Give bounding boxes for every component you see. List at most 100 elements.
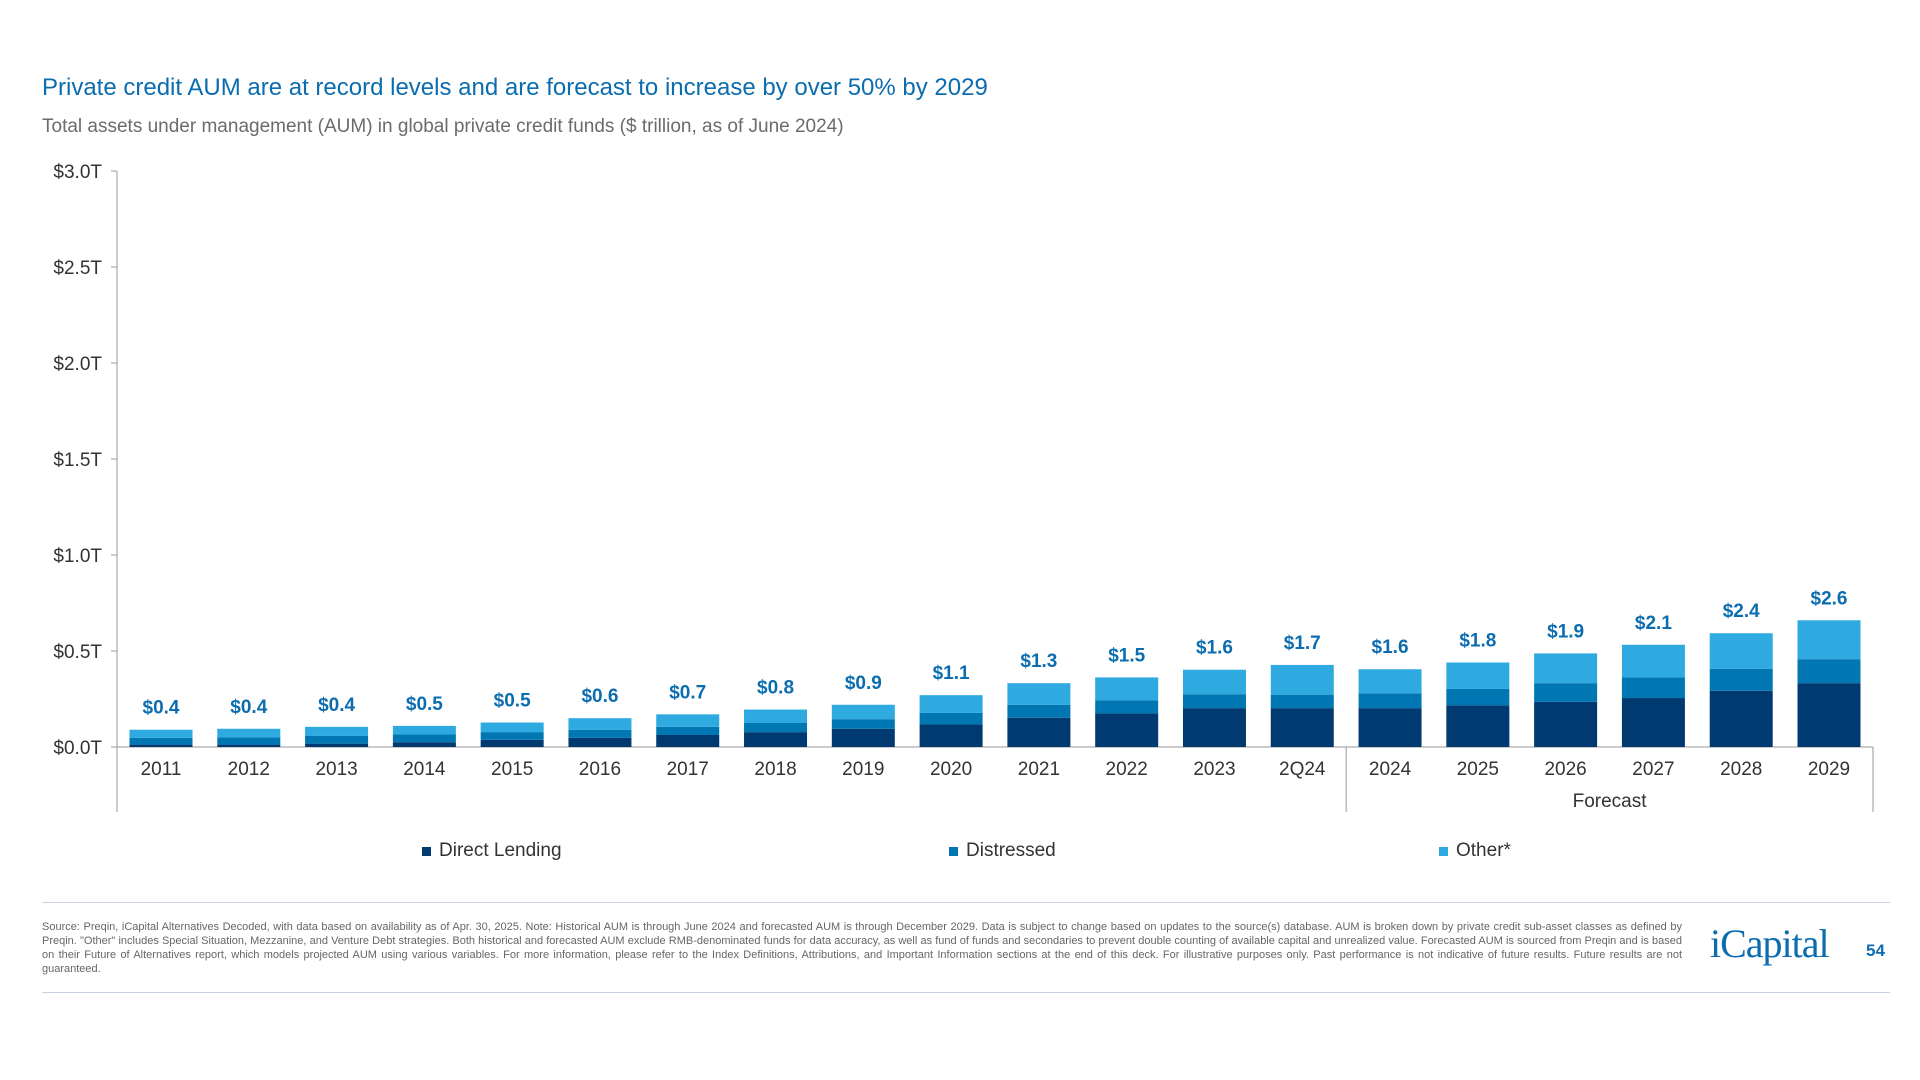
bar-segment-direct-lending xyxy=(1534,701,1598,747)
icapital-logo: iCapital xyxy=(1710,921,1830,966)
x-tick-label: 2020 xyxy=(930,759,972,780)
bar-segment-other xyxy=(1358,669,1422,694)
x-tick-label: 2Q24 xyxy=(1279,759,1326,780)
x-tick-label: 2014 xyxy=(403,759,446,780)
data-label: $0.9 xyxy=(845,673,882,694)
bar-segment-other xyxy=(919,695,983,713)
bar-segment-direct-lending xyxy=(1095,713,1159,747)
bar-segment-direct-lending xyxy=(217,744,281,747)
bar-segment-direct-lending xyxy=(1446,705,1510,747)
bar-segment-distressed xyxy=(1797,659,1861,684)
data-label: $0.4 xyxy=(230,697,267,718)
x-tick-label: 2026 xyxy=(1544,759,1586,780)
x-tick-label: 2018 xyxy=(754,759,796,780)
x-tick-label: 2025 xyxy=(1457,759,1499,780)
bar-segment-direct-lending xyxy=(392,742,456,747)
bar-segment-distressed xyxy=(305,735,369,744)
page-number: 54 xyxy=(1866,941,1885,960)
bar-segment-direct-lending xyxy=(1270,708,1334,747)
bar-segment-direct-lending xyxy=(1007,717,1071,747)
data-label: $1.5 xyxy=(1108,645,1145,666)
x-tick-label: 2011 xyxy=(141,759,182,780)
y-tick-label: $0.5T xyxy=(53,642,102,663)
bar-segment-direct-lending xyxy=(129,744,193,747)
bar-segment-distressed xyxy=(1007,704,1071,718)
data-label: $1.1 xyxy=(933,663,970,684)
bar-segment-direct-lending xyxy=(831,728,895,747)
y-tick-label: $1.0T xyxy=(53,546,102,567)
data-label: $2.4 xyxy=(1723,601,1760,622)
bar-segment-other xyxy=(480,722,544,733)
stacked-bar-chart: $0.0T $0.5T $1.0T $1.5T $2.0T $2.5T $3.0T $0.4 2… xyxy=(53,162,1874,812)
y-tick-label: $3.0T xyxy=(53,162,102,183)
legend-swatch xyxy=(422,846,431,856)
bar-segment-other xyxy=(568,718,632,730)
bar-segment-other xyxy=(831,704,895,720)
bar-segment-other xyxy=(1446,662,1510,689)
x-tick-label: 2019 xyxy=(842,759,884,780)
x-tick-label: 2013 xyxy=(315,759,357,780)
legend-label: Other* xyxy=(1456,840,1511,861)
data-label: $0.4 xyxy=(143,698,180,719)
data-label: $1.6 xyxy=(1196,638,1233,659)
data-label: $1.9 xyxy=(1547,621,1584,642)
bar-segment-distressed xyxy=(1095,700,1159,714)
bar-segment-distressed xyxy=(1709,668,1773,691)
data-label: $2.6 xyxy=(1811,588,1848,609)
x-tick-label: 2015 xyxy=(491,759,533,780)
bar-segment-distressed xyxy=(129,737,193,745)
legend: Direct Lending Distressed Other* xyxy=(0,840,1920,864)
footnote: Source: Preqin, iCapital Alternatives De… xyxy=(42,921,1682,975)
bar-segment-direct-lending xyxy=(744,732,808,747)
bar-segment-other xyxy=(392,725,456,735)
x-tick-label: 2024 xyxy=(1369,759,1412,780)
bar-segment-other xyxy=(129,729,193,738)
bar-segment-distressed xyxy=(568,729,632,738)
legend-item-other: Other* xyxy=(1439,840,1511,862)
bar-segment-other xyxy=(1709,633,1773,669)
x-tick-label: 2027 xyxy=(1632,759,1674,780)
bar-segment-distressed xyxy=(1358,693,1422,709)
bar-segment-other xyxy=(1007,683,1071,705)
bar-segment-other xyxy=(305,726,369,736)
bar-segment-distressed xyxy=(1270,694,1334,709)
bar-segment-distressed xyxy=(1621,677,1685,699)
legend-swatch xyxy=(949,846,958,856)
legend-label: Direct Lending xyxy=(439,840,562,861)
bar-segment-direct-lending xyxy=(1709,690,1773,747)
bar-segment-other xyxy=(1797,620,1861,660)
data-label: $0.7 xyxy=(669,682,706,703)
data-label: $1.6 xyxy=(1372,637,1409,658)
data-label: $0.4 xyxy=(318,695,355,716)
bar-segment-distressed xyxy=(217,737,281,745)
bar-segment-direct-lending xyxy=(305,743,369,747)
forecast-label: Forecast xyxy=(1573,791,1648,812)
x-tick-label: 2016 xyxy=(579,759,621,780)
bar-segment-distressed xyxy=(480,732,544,740)
bar-segment-direct-lending xyxy=(1358,708,1422,747)
legend-label: Distressed xyxy=(966,840,1056,861)
data-label: $1.3 xyxy=(1020,651,1057,672)
bar-segment-other xyxy=(1621,644,1685,678)
bar-segment-distressed xyxy=(1182,694,1246,709)
bar-segment-direct-lending xyxy=(1182,708,1246,747)
legend-swatch xyxy=(1439,846,1448,856)
data-label: $0.5 xyxy=(406,694,443,715)
x-tick-label: 2017 xyxy=(667,759,709,780)
bar-segment-other xyxy=(1095,677,1159,701)
bar-segment-other xyxy=(1534,653,1598,684)
bar-segment-direct-lending xyxy=(1797,683,1861,747)
bar-segment-direct-lending xyxy=(656,735,720,747)
data-label: $0.6 xyxy=(581,686,618,707)
y-tick-label: $2.5T xyxy=(53,258,102,279)
x-tick-label: 2012 xyxy=(228,759,270,780)
bar-segment-other xyxy=(1270,664,1334,695)
bar-segment-distressed xyxy=(1534,683,1598,702)
data-label: $1.8 xyxy=(1459,631,1496,652)
bar-segment-direct-lending xyxy=(1621,698,1685,747)
bar-segment-other xyxy=(656,714,720,727)
bar-segment-distressed xyxy=(744,723,808,733)
legend-item-direct-lending: Direct Lending xyxy=(422,840,562,862)
chart-title: Private credit AUM are at record levels … xyxy=(42,74,988,101)
x-tick-label: 2029 xyxy=(1808,759,1850,780)
